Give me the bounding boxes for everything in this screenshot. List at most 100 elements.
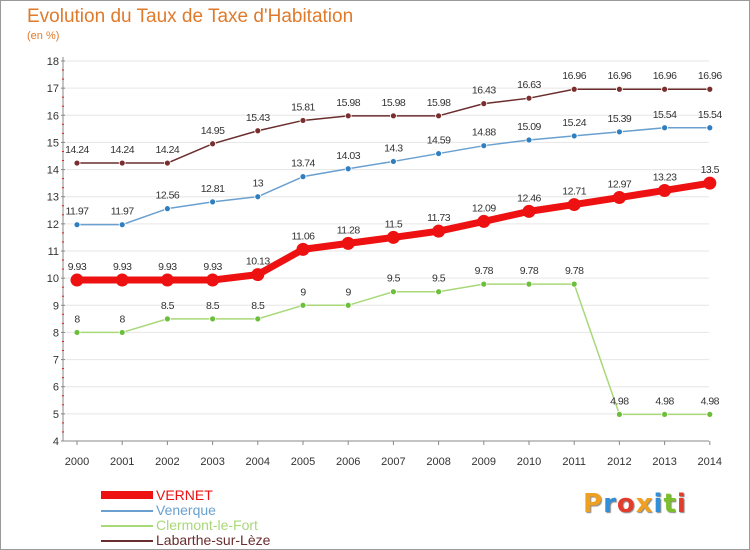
x-tick-label: 2004 <box>246 456 270 468</box>
x-tick-label: 2006 <box>336 456 360 468</box>
data-point-vernet <box>296 242 310 256</box>
legend-label: Labarthe-sur-Lèze <box>156 532 271 548</box>
data-point-venerque <box>299 173 307 181</box>
x-tick-label: 2001 <box>110 456 134 468</box>
x-tick-label: 2005 <box>291 456 315 468</box>
data-label-labarthe-sur-l-ze: 16.96 <box>562 70 586 82</box>
data-point-venerque <box>163 205 171 213</box>
data-label-labarthe-sur-l-ze: 16.63 <box>517 79 541 91</box>
x-tick-label: 2011 <box>562 456 586 468</box>
data-point-venerque <box>435 150 443 157</box>
chart-subtitle: (en %) <box>27 30 60 42</box>
legend-label: Clermont-le-Fort <box>156 517 258 533</box>
data-label-labarthe-sur-l-ze: 14.24 <box>110 144 134 156</box>
legend-swatch <box>101 491 153 499</box>
legend-label: Venerque <box>156 502 216 518</box>
y-tick-label: 9 <box>53 300 59 312</box>
data-point-clermont-le-fort <box>118 329 126 336</box>
data-label-labarthe-sur-l-ze: 14.95 <box>201 125 225 137</box>
y-tick-label: 17 <box>47 83 59 95</box>
data-label-venerque: 11.97 <box>111 206 135 218</box>
data-point-labarthe-sur-l-ze <box>209 140 217 148</box>
y-tick-label: 13 <box>47 192 59 204</box>
data-label-venerque: 14.88 <box>472 127 496 139</box>
data-point-labarthe-sur-l-ze <box>661 85 668 93</box>
data-point-venerque <box>480 142 488 150</box>
logo-letter: P <box>583 489 604 519</box>
data-point-clermont-le-fort <box>73 329 81 336</box>
data-label-vernet: 12.97 <box>608 179 632 191</box>
data-point-labarthe-sur-l-ze <box>73 159 81 167</box>
data-label-venerque: 15.39 <box>608 113 632 125</box>
data-label-venerque: 14.03 <box>336 150 360 162</box>
data-point-vernet <box>251 268 265 282</box>
data-point-labarthe-sur-l-ze <box>480 100 488 108</box>
data-label-clermont-le-fort: 9.78 <box>565 265 584 277</box>
data-label-labarthe-sur-l-ze: 14.24 <box>65 144 89 156</box>
data-point-labarthe-sur-l-ze <box>389 112 397 120</box>
data-point-clermont-le-fort <box>661 410 668 418</box>
data-label-vernet: 11.06 <box>292 230 316 242</box>
data-point-venerque <box>344 165 352 173</box>
data-label-vernet: 11.28 <box>337 224 361 236</box>
data-point-clermont-le-fort <box>299 301 307 309</box>
data-label-clermont-le-fort: 9 <box>346 286 352 298</box>
data-label-vernet: 10.13 <box>246 256 270 268</box>
x-tick-label: 2000 <box>65 456 89 468</box>
proxiti-logo: Proxiti <box>583 489 693 525</box>
data-point-clermont-le-fort <box>163 315 171 323</box>
x-tick-label: 2008 <box>426 456 450 468</box>
data-label-vernet: 13.5 <box>701 164 720 176</box>
y-tick-label: 4 <box>53 436 59 448</box>
data-label-labarthe-sur-l-ze: 16.96 <box>608 70 632 82</box>
data-label-venerque: 15.24 <box>562 117 586 129</box>
data-point-clermont-le-fort <box>616 410 623 418</box>
data-label-vernet: 12.46 <box>517 192 541 204</box>
data-point-venerque <box>254 193 262 201</box>
data-label-clermont-le-fort: 8 <box>74 313 80 325</box>
logo-letter: x <box>635 489 654 519</box>
logo-letter: i <box>676 489 687 519</box>
data-point-labarthe-sur-l-ze <box>299 117 307 124</box>
data-point-labarthe-sur-l-ze <box>118 159 126 167</box>
data-label-venerque: 15.09 <box>517 121 541 133</box>
data-label-labarthe-sur-l-ze: 15.98 <box>382 97 406 109</box>
y-tick-label: 10 <box>47 273 59 285</box>
data-point-vernet <box>160 273 174 287</box>
data-point-vernet <box>703 176 717 190</box>
data-point-venerque <box>73 221 81 229</box>
y-tick-label: 16 <box>47 110 59 122</box>
data-point-clermont-le-fort <box>570 280 578 288</box>
y-tick-label: 12 <box>47 219 59 231</box>
logo-letter: t <box>663 489 677 519</box>
data-label-venerque: 13.74 <box>291 158 315 170</box>
data-point-labarthe-sur-l-ze <box>706 85 714 93</box>
data-point-vernet <box>432 224 446 238</box>
data-point-vernet <box>115 273 129 287</box>
data-point-labarthe-sur-l-ze <box>616 85 623 93</box>
y-tick-label: 6 <box>53 382 59 394</box>
data-point-clermont-le-fort <box>525 280 533 288</box>
x-tick-label: 2010 <box>517 456 541 468</box>
data-point-clermont-le-fort <box>254 315 262 323</box>
legend-swatch <box>101 525 153 527</box>
data-label-clermont-le-fort: 9.78 <box>475 265 494 277</box>
x-tick-label: 2012 <box>607 456 631 468</box>
data-label-venerque: 12.81 <box>201 183 225 195</box>
data-point-labarthe-sur-l-ze <box>344 112 352 120</box>
legend-swatch <box>101 510 153 512</box>
data-label-clermont-le-fort: 8.5 <box>251 300 265 312</box>
data-label-venerque: 15.54 <box>698 109 722 121</box>
data-point-labarthe-sur-l-ze <box>525 94 533 102</box>
data-label-clermont-le-fort: 9.5 <box>432 273 446 285</box>
data-label-clermont-le-fort: 8.5 <box>161 300 175 312</box>
data-point-vernet <box>341 236 355 250</box>
data-point-vernet <box>477 214 491 228</box>
data-point-clermont-le-fort <box>209 315 217 323</box>
y-tick-label: 11 <box>48 246 59 258</box>
x-tick-label: 2013 <box>652 456 676 468</box>
data-point-clermont-le-fort <box>706 410 714 418</box>
data-point-venerque <box>209 198 217 206</box>
